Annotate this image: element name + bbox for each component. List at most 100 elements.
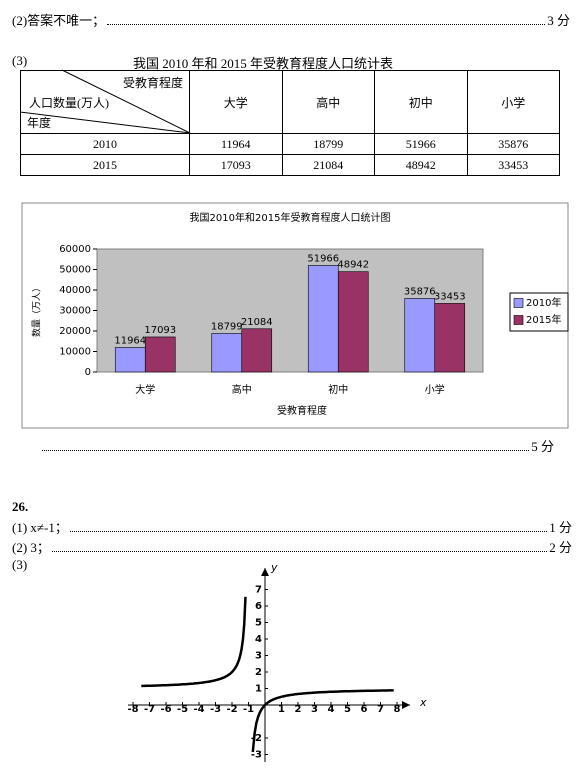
x-tick-label: -2: [226, 704, 237, 715]
column-header: 初中: [374, 70, 468, 134]
data-row: 2010 11964 18799 51966 35876: [20, 133, 560, 155]
x-tick-label: 7: [377, 704, 384, 715]
score: 3 分: [547, 13, 570, 28]
y-tick-label: 40000: [59, 285, 91, 296]
legend-label: 2010年: [526, 296, 561, 309]
leader-dots: [69, 531, 548, 532]
legend-swatch: [513, 298, 524, 308]
x-tick-label: 大学: [135, 383, 155, 396]
table-title: 我国 2010 年和 2015 年受教育程度人口统计表: [133, 56, 394, 71]
x-arrow: [402, 701, 410, 709]
x-tick-label: 3: [311, 704, 318, 715]
x-tick-label: 初中: [328, 383, 348, 396]
corner-cell: 受教育程度 人口数量(万人) 年度: [20, 70, 190, 134]
leader-dots: [51, 551, 548, 552]
bar: [307, 265, 339, 373]
function-curve: [141, 596, 247, 688]
data-row: 2015 17093 21084 48942 33453: [20, 154, 560, 176]
data-label: 33453: [434, 291, 466, 302]
y-tick-label: -3: [251, 750, 262, 761]
corner-bottom: 年度: [27, 116, 52, 130]
answer-text: (2)答案不唯一；: [12, 13, 106, 28]
y-tick-label: 0: [85, 367, 91, 378]
answer-line: (2) 3； 2 分: [12, 537, 572, 556]
x-tick-label: -5: [177, 704, 188, 715]
score: 2 分: [549, 540, 572, 555]
data-label: 48942: [337, 260, 369, 271]
answer-line: 5 分: [40, 436, 554, 455]
y-tick-label: 7: [255, 585, 262, 596]
legend-box: [509, 292, 569, 332]
chart-title: 我国2010年和2015年受教育程度人口统计图: [190, 211, 391, 224]
part-label: (3): [12, 557, 28, 572]
x-tick-label: -8: [127, 704, 138, 715]
y-axis-name: y: [270, 561, 278, 574]
x-tick-label: 2: [295, 704, 302, 715]
y-arrow: [261, 568, 269, 576]
bar: [404, 298, 436, 373]
question-number: 26.: [12, 499, 29, 514]
part-label: (3): [12, 53, 28, 68]
bar: [211, 333, 243, 373]
chart-frame: [21, 202, 569, 429]
x-tick-label: 高中: [232, 383, 252, 396]
y-tick-label: 20000: [59, 326, 91, 337]
x-tick-label: 小学: [425, 383, 445, 396]
answer-line: (1) x≠-1； 1 分: [12, 517, 572, 536]
x-tick-label: 6: [361, 704, 368, 715]
cell: 2015: [20, 154, 190, 176]
x-tick-label: 8: [394, 704, 401, 715]
score: 1 分: [549, 520, 572, 535]
stat-table: 受教育程度 人口数量(万人) 年度 大学 高中 初中 小学 2010 11964…: [20, 70, 560, 176]
cell: 35876: [466, 133, 560, 155]
cell: 18799: [281, 133, 375, 155]
bar: [114, 347, 146, 373]
x-tick-label: -1: [243, 704, 254, 715]
cell: 11964: [189, 133, 283, 155]
bar: [434, 303, 466, 373]
column-header: 大学: [189, 70, 283, 134]
cell: 51966: [374, 133, 468, 155]
cell: 48942: [374, 154, 468, 176]
x-tick-label: -3: [210, 704, 221, 715]
bar: [337, 271, 369, 373]
y-tick-label: -2: [251, 733, 262, 744]
x-tick-label: 1: [278, 704, 285, 715]
y-tick-label: 3: [255, 651, 262, 662]
y-tick-label: 5: [255, 618, 262, 629]
legend-label: 2015年: [526, 313, 561, 326]
y-tick-label: 2: [255, 667, 262, 678]
header-row: 受教育程度 人口数量(万人) 年度 大学 高中 初中 小学: [20, 70, 560, 134]
data-label: 51966: [307, 253, 339, 264]
x-tick-label: -4: [193, 704, 204, 715]
x-tick-label: -7: [144, 704, 155, 715]
plot-area: [96, 248, 484, 373]
x-tick-label: 5: [344, 704, 351, 715]
x-tick-label: 4: [328, 704, 335, 715]
y-tick-label: 50000: [59, 265, 91, 276]
x-tick-label: -6: [160, 704, 171, 715]
x-axis-name: x: [419, 696, 427, 709]
data-label: 17093: [144, 325, 176, 336]
answer-text: (2) 3；: [12, 540, 50, 555]
cell: 2010: [20, 133, 190, 155]
corner-top: 受教育程度: [122, 76, 183, 90]
legend-swatch: [513, 315, 524, 325]
cell: 33453: [466, 154, 560, 176]
x-axis-label: 受教育程度: [277, 404, 327, 417]
bar: [144, 336, 176, 373]
leader-dots: [42, 450, 530, 451]
leader-dots: [107, 24, 546, 25]
y-axis-label: 数量（万人）: [31, 283, 43, 337]
cell: 21084: [281, 154, 375, 176]
data-label: 35876: [404, 286, 436, 297]
corner-middle: 人口数量(万人): [29, 96, 109, 110]
answer-line: (2)答案不唯一； 3 分: [12, 10, 570, 29]
y-tick-label: 60000: [59, 244, 91, 255]
bar: [241, 328, 273, 373]
y-tick-label: 4: [255, 634, 262, 645]
score: 5 分: [531, 439, 554, 454]
y-tick-label: 6: [255, 601, 262, 612]
y-tick-label: 30000: [59, 306, 91, 317]
